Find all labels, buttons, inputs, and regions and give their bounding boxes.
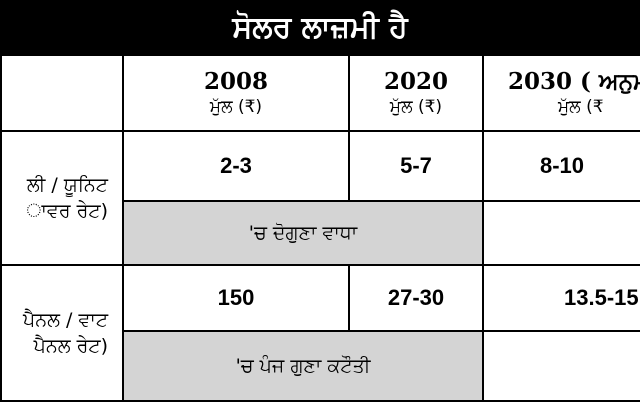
value-cell: 8-10 xyxy=(482,130,640,202)
row-label-line: ਪੈਨਲ ਰੇਟ) xyxy=(33,335,108,357)
table-row: ਲੀ / ਯੂਨਿਟ ਾਵਰ ਰੇਟ) 2-3 5-7 8-10 xyxy=(0,130,640,266)
year-label: 2008 xyxy=(203,68,268,95)
change-note: 'ਚ ਦੋਗੁਣਾ ਵਾਧਾ xyxy=(122,200,484,266)
year-label: 2030 ( ਅਨੁਮ xyxy=(508,68,640,95)
price-label: ਮੁੱਲ (₹ xyxy=(558,97,604,117)
price-label: ਮੁੱਲ (₹) xyxy=(389,97,443,117)
price-label: ਮੁੱਲ (₹) xyxy=(209,97,263,117)
header-2030: 2030 ( ਅਨੁਮ ਮੁੱਲ (₹ xyxy=(482,54,640,132)
value-cell: 150 xyxy=(122,264,350,332)
empty-cell xyxy=(482,330,640,402)
header-2020: 2020 ਮੁੱਲ (₹) xyxy=(348,54,484,132)
header-empty-cell xyxy=(0,54,124,132)
value-cell: 2-3 xyxy=(122,130,350,202)
change-note: 'ਚ ਪੰਜ ਗੁਣਾ ਕਟੌਤੀ xyxy=(122,330,484,402)
table-row: 'ਚ ਦੋਗੁਣਾ ਵਾਧਾ xyxy=(1,200,640,266)
year-label: 2020 xyxy=(383,68,448,95)
row-label-electricity: ਲੀ / ਯੂਨਿਟ ਾਵਰ ਰੇਟ) xyxy=(0,130,124,266)
value-cell: 27-30 xyxy=(348,264,484,332)
solar-comparison-table: 2008 ਮੁੱਲ (₹) 2020 ਮੁੱਲ (₹) 2030 ( ਅਨੁਮ … xyxy=(0,54,640,402)
value-cell: 5-7 xyxy=(348,130,484,202)
page-title: ਸੋਲਰ ਲਾਜ਼ਮੀ ਹੈ xyxy=(0,0,640,54)
row-label-line: ਪੈਨਲ / ਵਾਟ xyxy=(23,309,108,331)
row-label-line: ਲੀ / ਯੂਨਿਟ xyxy=(26,174,108,196)
header-2008: 2008 ਮੁੱਲ (₹) xyxy=(122,54,350,132)
row-label-panel: ਪੈਨਲ / ਵਾਟ ਪੈਨਲ ਰੇਟ) xyxy=(0,264,124,402)
table-row: ਪੈਨਲ / ਵਾਟ ਪੈਨਲ ਰੇਟ) 150 27-30 13.5-15 xyxy=(0,264,640,402)
header-row: 2008 ਮੁੱਲ (₹) 2020 ਮੁੱਲ (₹) 2030 ( ਅਨੁਮ … xyxy=(0,54,640,132)
value-cell: 13.5-15 xyxy=(482,264,640,332)
empty-cell xyxy=(482,200,640,266)
row-label-line: ਾਵਰ ਰੇਟ) xyxy=(26,200,108,222)
